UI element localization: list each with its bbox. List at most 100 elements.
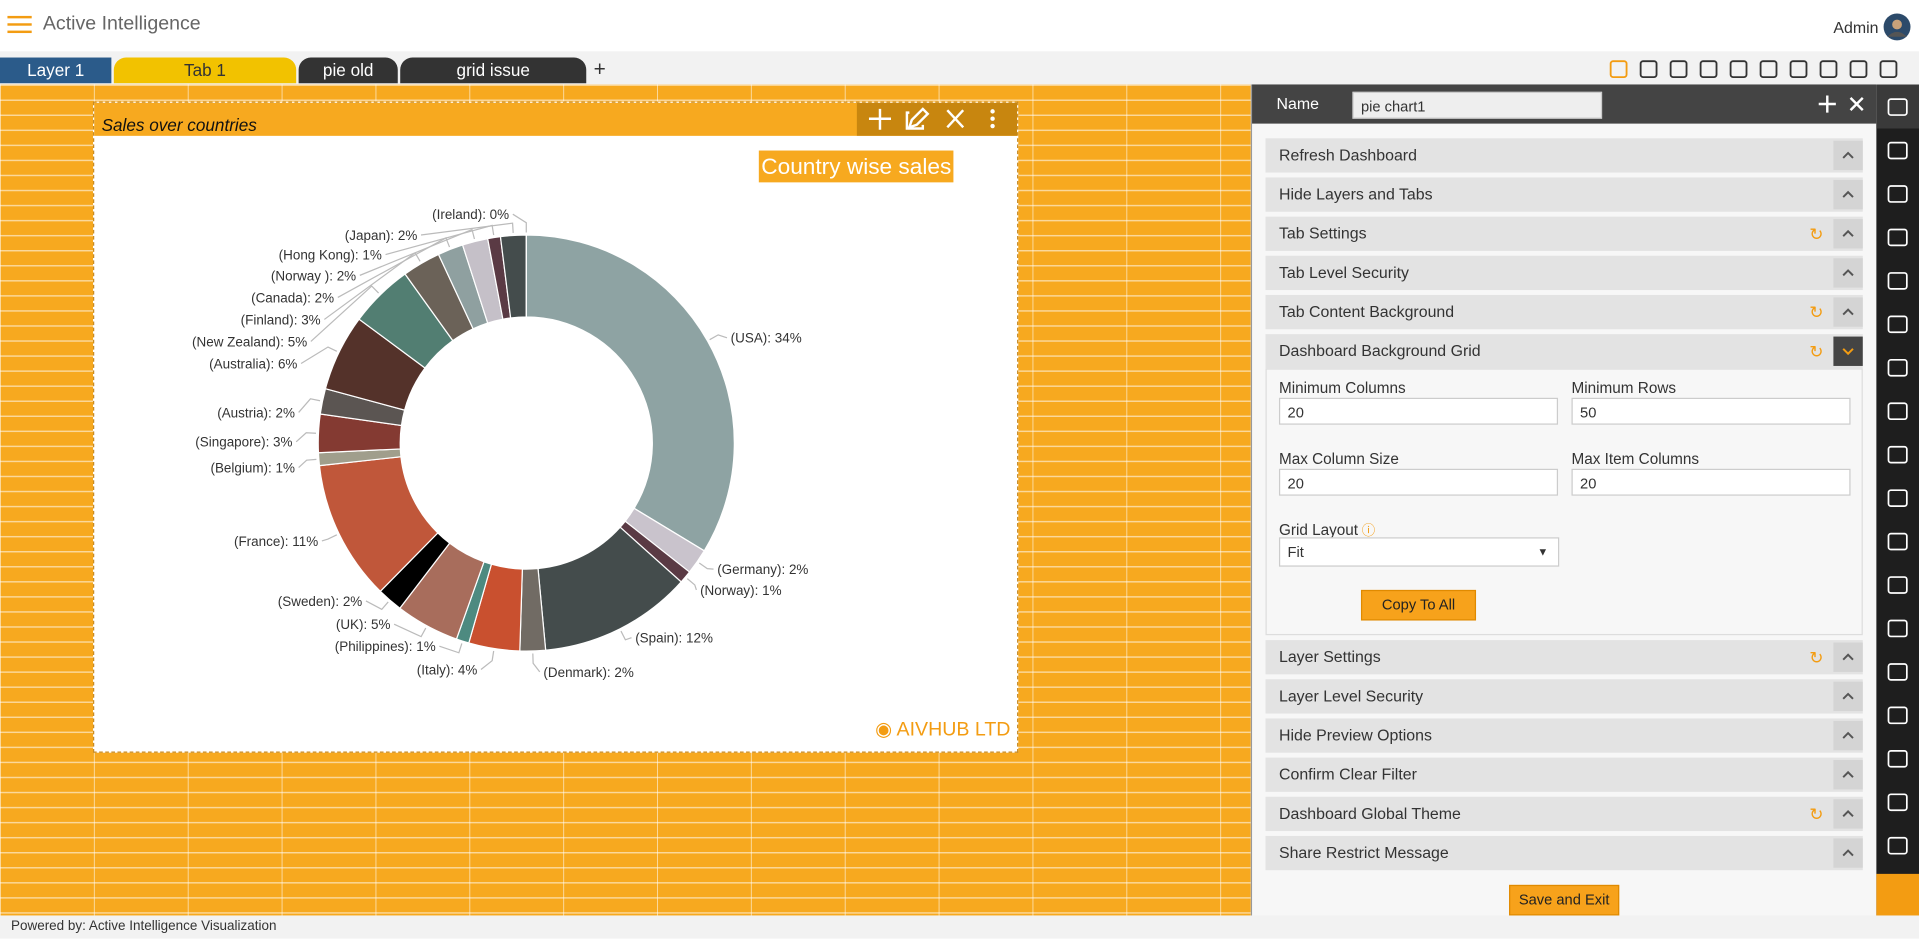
toolbar-icon[interactable] xyxy=(1789,60,1808,79)
section-header[interactable]: Layer Level Security xyxy=(1265,679,1863,714)
panel-controls xyxy=(1818,95,1864,113)
leader-line xyxy=(709,334,728,341)
chevron xyxy=(1833,336,1863,366)
name-label: Name xyxy=(1276,94,1319,113)
tab[interactable]: grid issue xyxy=(400,57,587,84)
close-icon[interactable] xyxy=(1849,97,1864,112)
settings-icon[interactable] xyxy=(946,109,965,129)
section-header[interactable]: Confirm Clear Filter xyxy=(1265,757,1863,792)
side-icon[interactable] xyxy=(1887,141,1908,160)
toolbar-icon[interactable] xyxy=(1669,60,1688,79)
data-label: (USA): 34% xyxy=(731,331,802,346)
side-bottom xyxy=(1876,873,1919,917)
widget: Sales over countries Country wise sales … xyxy=(93,101,1019,753)
tab[interactable]: Tab 1 xyxy=(113,57,297,84)
move-icon[interactable] xyxy=(1818,95,1836,113)
edit-icon[interactable] xyxy=(905,107,930,130)
toolbar-icon[interactable] xyxy=(1849,60,1868,79)
side-icon[interactable] xyxy=(1887,619,1908,638)
side-icon[interactable] xyxy=(1887,663,1908,681)
side-icon[interactable] xyxy=(1887,185,1908,203)
chevron xyxy=(1833,297,1863,327)
toolbar xyxy=(1609,60,1898,79)
number-input[interactable]: 20 xyxy=(1278,468,1559,496)
side-icon[interactable] xyxy=(1887,836,1908,855)
data-label: (Australia): 6% xyxy=(209,356,297,371)
section-header[interactable]: Tab Settings ↻ xyxy=(1265,216,1863,251)
section-header[interactable]: Hide Layers and Tabs xyxy=(1265,177,1863,212)
tab[interactable]: pie old xyxy=(298,57,398,84)
leader-line xyxy=(698,562,714,570)
toolbar-icon[interactable] xyxy=(1879,60,1898,79)
section-header[interactable]: Tab Content Background ↻ xyxy=(1265,294,1863,330)
toolbar-icon[interactable] xyxy=(1699,60,1718,79)
save-button[interactable]: Save and Exit xyxy=(1509,884,1620,916)
refresh-icon[interactable]: ↻ xyxy=(1809,341,1824,362)
side-top xyxy=(1876,84,1919,129)
section-header[interactable]: Refresh Dashboard xyxy=(1265,138,1863,173)
data-label: (UK): 5% xyxy=(336,617,391,632)
toolbar-icon[interactable] xyxy=(1819,60,1838,79)
toolbar-icon[interactable] xyxy=(1729,60,1748,79)
slice xyxy=(525,234,735,552)
section-title: Layer Settings xyxy=(1278,647,1381,666)
leader-line xyxy=(393,623,427,638)
copy-button[interactable]: Copy To All xyxy=(1360,589,1477,621)
data-label: (Singapore): 3% xyxy=(195,435,292,450)
number-input[interactable]: 20 xyxy=(1571,468,1851,496)
section-header[interactable]: Hide Preview Options xyxy=(1265,718,1863,753)
leader-line xyxy=(420,222,514,236)
add-tab[interactable]: + xyxy=(593,57,606,81)
section-header[interactable]: Dashboard Background Grid ↻ xyxy=(1265,334,1863,369)
move-icon[interactable] xyxy=(868,108,891,130)
side-icon[interactable] xyxy=(1887,315,1908,334)
layer-tab[interactable]: Layer 1 xyxy=(0,57,112,84)
toolbar-icon[interactable] xyxy=(1609,60,1628,79)
data-label: (Denmark): 2% xyxy=(543,665,633,680)
side-icon[interactable] xyxy=(1887,489,1908,507)
leader-line xyxy=(298,398,321,413)
data-label: (Spain): 12% xyxy=(635,631,713,646)
refresh-icon[interactable]: ↻ xyxy=(1809,223,1824,244)
section-title: Share Restrict Message xyxy=(1278,843,1449,862)
data-label: (Sweden): 2% xyxy=(278,594,363,609)
side-icon[interactable] xyxy=(1887,576,1908,594)
toolbar-icon[interactable] xyxy=(1639,60,1658,79)
data-label: (Hong Kong): 1% xyxy=(279,247,382,262)
side-icon[interactable] xyxy=(1887,706,1908,725)
side-icon[interactable] xyxy=(1887,793,1908,812)
side-icon[interactable] xyxy=(1887,228,1908,247)
chevron xyxy=(1833,720,1863,751)
section-header[interactable]: Layer Settings ↻ xyxy=(1265,640,1863,675)
side-icon[interactable] xyxy=(1887,272,1908,290)
select[interactable]: Fit ▼ xyxy=(1278,537,1560,567)
side-icon[interactable] xyxy=(1887,445,1908,464)
leader-line xyxy=(620,630,632,641)
number-input[interactable]: 50 xyxy=(1571,397,1851,425)
refresh-icon[interactable]: ↻ xyxy=(1809,647,1824,668)
field-label: Max Item Columns xyxy=(1571,450,1700,468)
section-header[interactable]: Share Restrict Message xyxy=(1265,835,1863,871)
side-icon[interactable] xyxy=(1887,98,1908,116)
section-header[interactable]: Dashboard Global Theme ↻ xyxy=(1265,796,1863,832)
side-icon[interactable] xyxy=(1887,532,1908,551)
section-title: Hide Preview Options xyxy=(1278,725,1432,745)
side-icon[interactable] xyxy=(1887,358,1908,377)
user-name[interactable]: Admin xyxy=(1833,18,1879,37)
menu-icon[interactable] xyxy=(7,15,32,35)
name-input[interactable]: pie chart1 xyxy=(1352,91,1603,119)
refresh-icon[interactable]: ↻ xyxy=(1809,804,1824,824)
number-input[interactable]: 20 xyxy=(1278,397,1559,425)
brand-text: AIVHUB LTD xyxy=(896,719,1011,741)
more-icon[interactable] xyxy=(990,109,995,129)
avatar[interactable] xyxy=(1882,12,1911,41)
toolbar-icon[interactable] xyxy=(1759,60,1778,79)
section-title: Dashboard Background Grid xyxy=(1278,341,1481,360)
section-header[interactable]: Tab Level Security xyxy=(1265,255,1863,291)
refresh-icon[interactable]: ↻ xyxy=(1809,302,1824,322)
field-label: Minimum Columns xyxy=(1278,379,1406,397)
side-icon[interactable] xyxy=(1887,402,1908,421)
side-icon[interactable] xyxy=(1887,750,1908,768)
data-label: (Norway ): 2% xyxy=(271,268,356,283)
